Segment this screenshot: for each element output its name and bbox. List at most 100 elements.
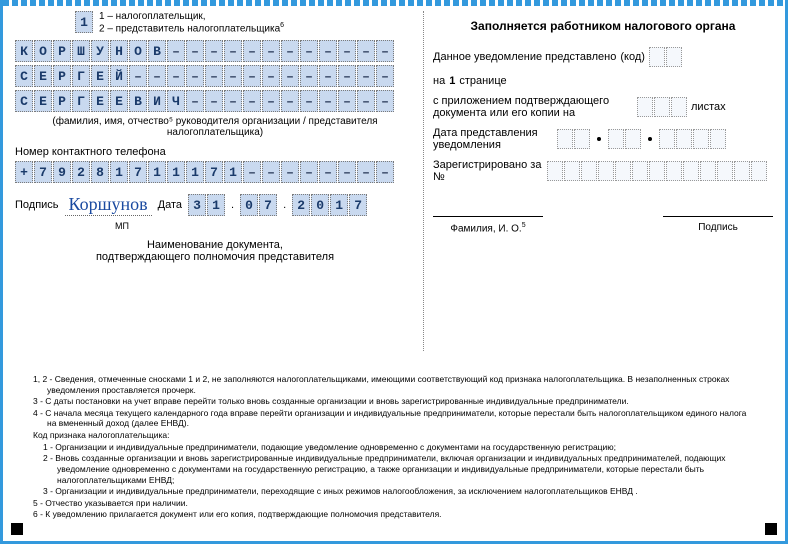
empty-cell: [547, 161, 563, 181]
officer-name-label: Фамилия, И. О.5: [433, 222, 543, 234]
char-cell: Е: [110, 90, 128, 112]
char-cell: –: [224, 40, 242, 62]
char-cell: Й: [110, 65, 128, 87]
mp-label: МП: [115, 221, 415, 231]
char-cell: –: [262, 65, 280, 87]
char-cell: –: [338, 40, 356, 62]
char-cell: С: [15, 65, 33, 87]
char-cell: –: [357, 40, 375, 62]
doc-title: Наименование документа, подтверждающего …: [15, 239, 415, 263]
char-cell: 7: [349, 194, 367, 216]
char-cell: –: [205, 40, 223, 62]
char-cell: Р: [53, 65, 71, 87]
char-cell: 2: [72, 161, 90, 183]
char-cell: 7: [205, 161, 223, 183]
date-dot-1: .: [231, 199, 234, 211]
pages-num: 1: [449, 75, 455, 87]
char-cell: 0: [311, 194, 329, 216]
char-cell: 1: [186, 161, 204, 183]
char-cell: –: [224, 90, 242, 112]
char-cell: Е: [34, 65, 52, 87]
empty-cell: [649, 47, 665, 67]
doc-title-1: Наименование документа,: [15, 239, 415, 251]
char-cell: 0: [240, 194, 258, 216]
signature-row: Подпись Коршунов Дата 31 . 07 . 2017: [15, 191, 415, 219]
footnote-4: 4 - С начала месяца текущего календарног…: [33, 408, 755, 429]
footnote-5a: 1 - Организации и индивидуальные предпри…: [33, 442, 755, 453]
doc-title-2: подтверждающего полномочия представителя: [15, 251, 415, 263]
char-cell: Е: [91, 65, 109, 87]
char-cell: 7: [34, 161, 52, 183]
char-cell: –: [357, 161, 375, 183]
char-cell: –: [262, 90, 280, 112]
empty-cell: [608, 129, 624, 149]
char-cell: –: [186, 65, 204, 87]
char-cell: –: [186, 40, 204, 62]
empty-cell: [717, 161, 733, 181]
char-cell: –: [281, 161, 299, 183]
attach-sheets-word: листах: [691, 101, 726, 113]
officer-sign-line: [663, 203, 773, 217]
empty-cell: [734, 161, 750, 181]
empty-cell: [625, 129, 641, 149]
taxpayer-type-row: 1 1 – налогоплательщик, 2 – представител…: [15, 11, 415, 34]
taxpayer-code-cell: 1: [75, 11, 93, 33]
empty-cell: [564, 161, 580, 181]
empty-cell: [557, 129, 573, 149]
char-cell: О: [129, 40, 147, 62]
char-cell: Е: [91, 90, 109, 112]
char-cell: –: [129, 65, 147, 87]
top-border: [3, 0, 785, 6]
empty-cell: [676, 129, 692, 149]
char-cell: 1: [167, 161, 185, 183]
subdate-year: [659, 129, 726, 149]
char-cell: О: [34, 40, 52, 62]
char-cell: –: [186, 90, 204, 112]
legend-2: 2 – представитель налогоплательщика6: [99, 22, 284, 34]
marker-bottom-right: [765, 523, 777, 535]
footnote-7: 6 - К уведомлению прилагается документ и…: [33, 509, 755, 520]
footnote-5c: 3 - Организации и индивидуальные предпри…: [33, 486, 755, 497]
char-cell: 1: [330, 194, 348, 216]
presented-code-label: (код): [620, 51, 645, 63]
sign-label: Подпись: [15, 199, 59, 211]
empty-cell: [659, 129, 675, 149]
presented-text: Данное уведомление представлено: [433, 51, 616, 63]
empty-cell: [671, 97, 687, 117]
char-cell: 9: [53, 161, 71, 183]
footnote-3: 3 - С даты постановки на учет вправе пер…: [33, 396, 755, 407]
empty-cell: [666, 47, 682, 67]
char-cell: К: [15, 40, 33, 62]
register-label: Зарегистрировано за №: [433, 159, 543, 183]
char-cell: –: [281, 65, 299, 87]
char-cell: 7: [259, 194, 277, 216]
empty-cell: [574, 129, 590, 149]
date-year: 2017: [292, 194, 367, 216]
char-cell: –: [167, 65, 185, 87]
empty-cell: [637, 97, 653, 117]
presented-line: Данное уведомление представлено (код): [433, 47, 773, 67]
submission-date-label: Дата представления уведомления: [433, 127, 553, 151]
phone-row: +79281711171––––––––: [15, 161, 415, 183]
subdate-day: [557, 129, 590, 149]
date-dot-2: .: [283, 199, 286, 211]
register-line: Зарегистрировано за №: [433, 159, 773, 183]
char-cell: –: [205, 90, 223, 112]
char-cell: Р: [53, 90, 71, 112]
date-day: 31: [188, 194, 225, 216]
patronymic-row: СЕРГЕЕВИЧ–––––––––––: [15, 90, 415, 112]
empty-cell: [598, 161, 614, 181]
char-cell: –: [300, 161, 318, 183]
char-cell: Р: [53, 40, 71, 62]
empty-cell: [581, 161, 597, 181]
legend-text: 1 – налогоплательщик, 2 – представитель …: [99, 11, 284, 34]
left-column: 1 1 – налогоплательщик, 2 – представител…: [15, 11, 415, 263]
char-cell: В: [148, 40, 166, 62]
columns: 1 1 – налогоплательщик, 2 – представител…: [15, 11, 773, 263]
char-cell: –: [319, 161, 337, 183]
pages-word: странице: [459, 75, 506, 87]
char-cell: Ч: [167, 90, 185, 112]
officer-name-block: Фамилия, И. О.5: [433, 203, 543, 234]
char-cell: –: [281, 40, 299, 62]
officer-name-line: [433, 203, 543, 217]
